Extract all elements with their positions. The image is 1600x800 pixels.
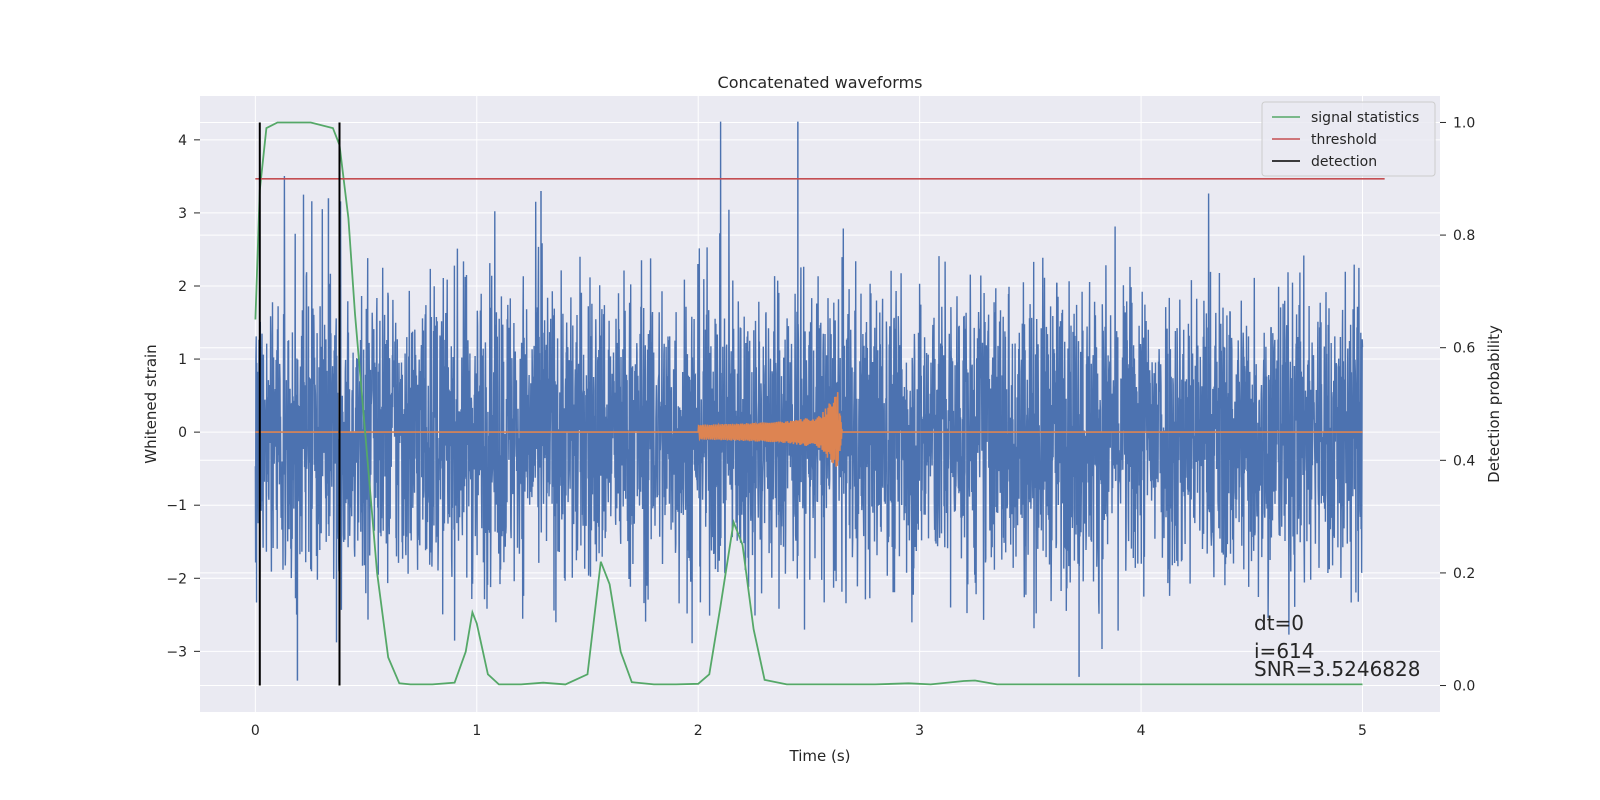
legend-label-signal-statistics: signal statistics [1311,110,1419,126]
y-tick-label: −3 [166,644,187,660]
y-tick-label: 1 [178,352,187,368]
y2-tick-label: 0.0 [1453,679,1475,695]
signal-statistics-line [254,121,1363,686]
y-axis-ticks: −3 −2 −1 0 1 2 3 4 [166,133,200,660]
y-tick-label: 4 [178,133,187,149]
x-tick-label: 0 [251,723,260,739]
injected-signal-line [255,392,1363,467]
y2-tick-label: 0.4 [1453,453,1475,469]
annotation-snr: SNR=3.5246828 [1254,657,1420,681]
whitened-strain-line [254,121,1364,650]
legend-box [1261,101,1436,177]
y-axis-title: Whitened strain [142,344,160,463]
y2-tick-label: 0.2 [1453,566,1475,582]
y-tick-label: −2 [166,571,187,587]
x-tick-label: 1 [472,723,481,739]
annotation-dt: dt=0 [1254,611,1304,635]
y2-tick-label: 0.8 [1453,228,1475,244]
annotation-block: dt=0 i=614 SNR=3.5246828 [1254,611,1420,681]
y-tick-label: 3 [178,206,187,222]
y2-tick-label: 1.0 [1453,115,1475,131]
x-tick-label: 2 [694,723,703,739]
y-tick-label: −1 [166,498,187,514]
chart-title: Concatenated waveforms [718,73,923,92]
whitened-strain-series [254,121,1364,681]
y2-axis-ticks: 0.0 0.2 0.4 0.6 0.8 1.0 [1440,115,1475,695]
x-tick-label: 4 [1137,723,1146,739]
x-axis-title: Time (s) [789,747,851,765]
y-tick-label: 2 [178,279,187,295]
legend: signal statistics threshold detection [1261,101,1436,177]
legend-label-detection: detection [1311,154,1377,170]
y2-axis-title: Detection probability [1485,325,1503,483]
statistics-overlay [254,121,1385,686]
annotation-index: i=614 [1254,639,1315,663]
x-axis-ticks: 0 1 2 3 4 5 [251,723,1367,739]
injected-signal-series [255,392,1363,467]
legend-label-threshold: threshold [1311,132,1377,148]
x-tick-label: 5 [1358,723,1367,739]
x-tick-label: 3 [915,723,924,739]
y-tick-label: 0 [178,425,187,441]
y2-tick-label: 0.6 [1453,341,1475,357]
